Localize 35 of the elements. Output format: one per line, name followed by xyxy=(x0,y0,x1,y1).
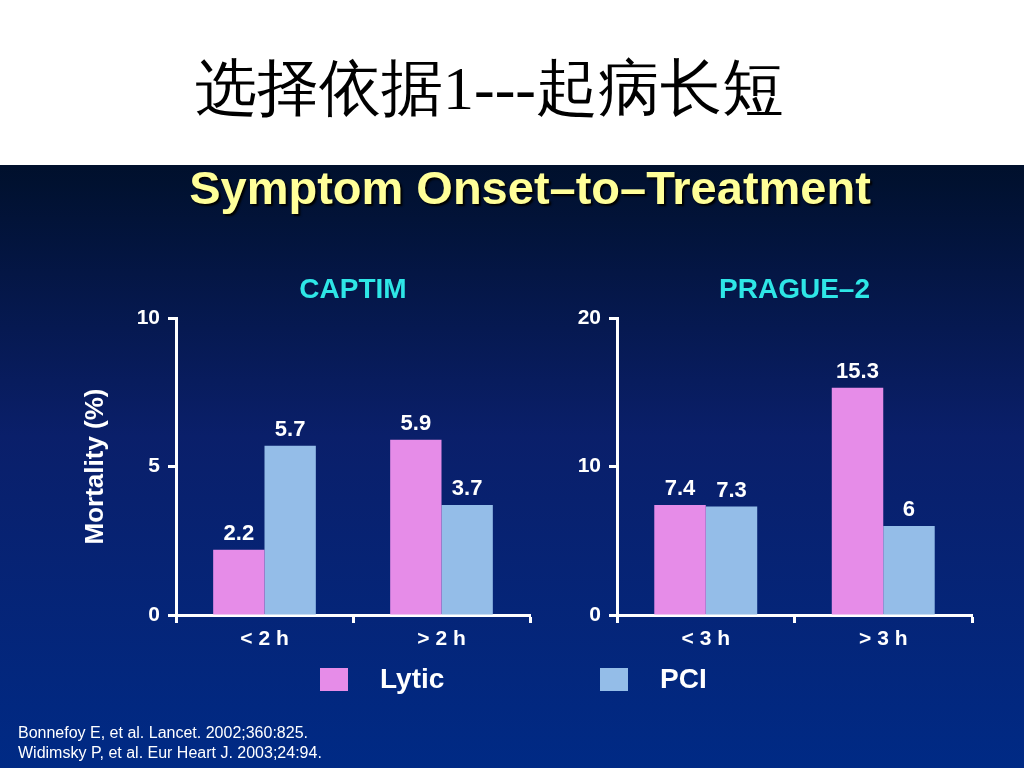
x-tick-label: < 2 h xyxy=(240,626,289,650)
x-tick-label: > 3 h xyxy=(859,626,908,650)
data-label: 7.4 xyxy=(664,475,697,501)
x-tick-label: < 3 h xyxy=(681,626,730,650)
bar xyxy=(654,505,706,615)
y-tick-label: 20 xyxy=(577,304,601,328)
data-label: 6 xyxy=(902,495,916,521)
text: Symptom Onset–to–Treatment xyxy=(189,161,871,214)
y-axis-title: Mortality (%) xyxy=(78,388,109,545)
legend-label: Lytic xyxy=(380,663,445,695)
y-tick-label: 0 xyxy=(589,601,601,625)
y-tick-label: 10 xyxy=(577,453,601,477)
data-label: 15.3 xyxy=(836,357,879,383)
bar xyxy=(831,387,884,615)
bar xyxy=(213,549,265,615)
y-tick-label: 10 xyxy=(136,304,160,328)
data-label: 7.3 xyxy=(716,476,747,502)
y-tick-label: 0 xyxy=(148,601,160,625)
data-label: 5.7 xyxy=(274,415,306,441)
data-label: 2.2 xyxy=(223,519,255,545)
text: Widimsky P, et al. Eur Heart J. 2003;24:94. xyxy=(18,744,322,761)
bar xyxy=(264,445,316,615)
data-label: 3.7 xyxy=(451,475,483,501)
y-tick-label: 5 xyxy=(148,453,161,477)
chart-title: CAPTIM xyxy=(299,272,407,304)
text: Bonnefoy E, et al. Lancet. 2002;360:825. xyxy=(18,724,308,741)
x-tick-label: > 2 h xyxy=(417,626,466,650)
chart-title: PRAGUE–2 xyxy=(719,272,870,304)
text: 选择依据1---起病长短 xyxy=(195,52,784,124)
bar xyxy=(441,505,493,615)
bar xyxy=(705,506,758,615)
bar xyxy=(390,439,442,615)
data-label: 5.9 xyxy=(400,409,432,435)
legend-label: PCI xyxy=(660,663,707,695)
bar xyxy=(883,525,935,615)
